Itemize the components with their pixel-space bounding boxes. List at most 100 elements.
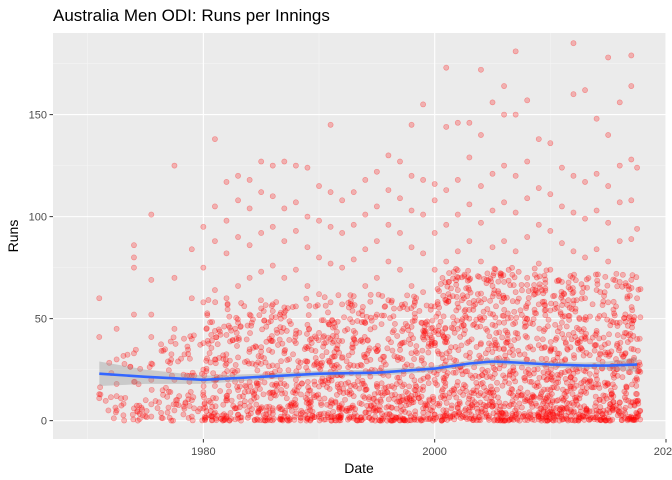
data-point — [189, 417, 196, 424]
data-point — [508, 314, 514, 321]
data-point — [223, 414, 230, 421]
data-point — [582, 179, 588, 185]
data-point — [524, 281, 531, 288]
data-point — [595, 356, 602, 362]
data-point — [208, 331, 215, 338]
data-point — [546, 414, 552, 420]
data-point — [541, 298, 548, 305]
data-point — [291, 416, 298, 423]
data-point — [206, 397, 212, 404]
data-point — [399, 383, 406, 390]
data-point — [554, 350, 561, 357]
data-point — [425, 374, 431, 381]
data-point — [512, 407, 519, 414]
data-point — [350, 256, 357, 263]
data-point — [509, 346, 516, 353]
data-point — [359, 312, 366, 319]
data-point — [579, 347, 586, 353]
data-point — [582, 87, 588, 94]
data-point — [567, 344, 574, 351]
data-point — [593, 368, 600, 375]
data-point — [522, 396, 528, 403]
data-point — [178, 355, 184, 362]
data-point — [628, 285, 635, 291]
data-point — [309, 408, 316, 415]
data-point — [451, 320, 457, 327]
data-point — [498, 273, 504, 280]
data-point — [223, 332, 230, 338]
data-point — [113, 407, 120, 414]
data-point — [132, 346, 139, 353]
data-point — [614, 340, 621, 347]
data-point — [524, 394, 531, 401]
data-point — [578, 345, 584, 352]
data-point — [234, 384, 241, 390]
data-point — [625, 397, 632, 404]
data-point — [537, 405, 544, 412]
data-point — [435, 350, 442, 357]
data-point — [535, 342, 542, 349]
data-point — [112, 409, 119, 416]
data-point — [329, 317, 335, 323]
data-point — [398, 397, 405, 404]
data-point — [438, 417, 445, 424]
data-point — [586, 371, 593, 377]
data-point — [612, 277, 619, 284]
data-point — [569, 285, 576, 291]
data-point — [563, 404, 570, 411]
data-point — [582, 334, 589, 341]
data-point — [636, 361, 643, 368]
data-point — [611, 374, 617, 381]
data-point — [615, 408, 622, 415]
data-point — [614, 283, 621, 290]
data-point — [594, 416, 601, 423]
data-point — [527, 414, 534, 421]
data-point — [578, 328, 585, 335]
data-point — [606, 331, 612, 338]
data-point — [601, 414, 608, 421]
data-point — [630, 346, 637, 353]
data-point — [553, 404, 560, 411]
data-point — [602, 417, 609, 424]
data-point — [564, 416, 571, 423]
data-point — [208, 413, 215, 420]
data-point — [299, 380, 305, 387]
data-point — [570, 301, 577, 307]
data-point — [544, 386, 551, 393]
data-point — [136, 402, 143, 409]
data-point — [492, 345, 499, 352]
data-point — [561, 391, 568, 398]
data-point — [606, 404, 613, 410]
data-point — [626, 415, 633, 422]
data-point — [586, 416, 592, 423]
data-point — [546, 393, 553, 399]
data-point — [547, 140, 554, 147]
data-point — [497, 270, 504, 277]
data-point — [211, 411, 217, 417]
data-point — [411, 317, 418, 324]
data-point — [637, 286, 644, 292]
data-point — [442, 339, 448, 346]
data-point — [363, 358, 370, 365]
data-point — [292, 266, 299, 273]
data-point — [515, 295, 522, 302]
data-point — [489, 399, 496, 406]
data-point — [262, 359, 269, 366]
data-point — [295, 364, 302, 371]
data-point — [635, 368, 642, 375]
data-point — [311, 362, 317, 369]
data-point — [488, 342, 495, 349]
data-point — [406, 394, 413, 401]
data-point — [313, 335, 320, 342]
data-point — [370, 407, 377, 414]
data-point — [201, 394, 207, 401]
data-point — [510, 416, 517, 423]
data-point — [471, 399, 478, 406]
data-point — [462, 306, 469, 313]
data-point — [628, 156, 635, 163]
data-point — [540, 408, 547, 415]
data-point — [549, 377, 556, 384]
data-point — [496, 399, 503, 406]
data-point — [527, 411, 534, 418]
